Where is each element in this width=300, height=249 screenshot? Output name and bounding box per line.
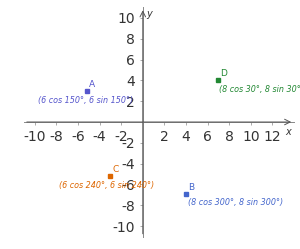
Text: (8 cos 300°, 8 sin 300°): (8 cos 300°, 8 sin 300°) [188,198,283,207]
Text: C: C [112,165,119,174]
Text: B: B [188,183,194,192]
Text: D: D [220,69,227,78]
Text: y: y [146,8,152,18]
Text: A: A [89,80,95,89]
Text: (6 cos 150°, 6 sin 150°): (6 cos 150°, 6 sin 150°) [38,96,133,105]
Text: (8 cos 30°, 8 sin 30°): (8 cos 30°, 8 sin 30°) [219,84,300,94]
Text: x: x [285,127,291,137]
Text: (6 cos 240°, 6 sin 240°): (6 cos 240°, 6 sin 240°) [58,181,154,190]
